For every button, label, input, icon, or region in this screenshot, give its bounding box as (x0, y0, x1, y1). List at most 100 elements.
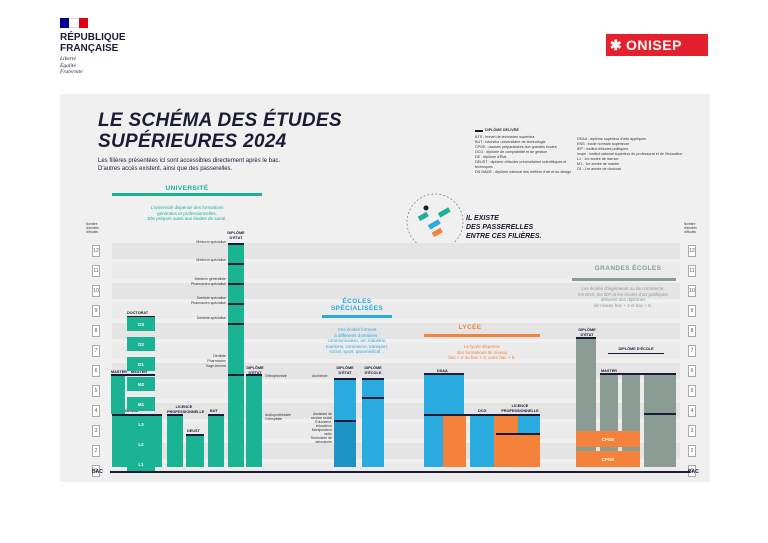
ge-diploma-mark-2 (600, 373, 676, 375)
uni-diploma-mark (228, 323, 244, 325)
sante-label: Dentiste spécialisé (196, 296, 226, 300)
grandes-ecoles-description: Les écoles d'ingénieurs ou de commerce, l… (578, 286, 668, 308)
uni-diploma-mark (111, 374, 155, 376)
legend-diploma-swatch (475, 129, 483, 132)
legend-col1-item: BTS : brevet de technicien supérieur (475, 135, 535, 139)
legend-col2-item: L1 : 1re année de licence (577, 157, 619, 161)
uni-block-d2: D2 (127, 337, 155, 351)
dcg-blue-column (470, 414, 494, 467)
republique-francaise-logo: RÉPUBLIQUE FRANÇAISE Liberté Égalité Fra… (60, 18, 126, 76)
master-label-1: MASTER (111, 370, 128, 374)
level-row (112, 303, 680, 319)
lycee-heading: LYCÉE (458, 324, 482, 331)
legend-col2-item: DSAA : diplôme supérieur d'arts appliqué… (577, 137, 646, 141)
ge-diploma-mark-3 (644, 413, 676, 415)
paramed-audioprothesiste: Audioprothésiste Orthoptiste (265, 413, 292, 421)
bts-column (496, 434, 540, 467)
uni-diploma-mark (208, 414, 224, 416)
doctorat-diploma-mark (127, 316, 155, 318)
sante-label: Dentiste (213, 354, 226, 358)
page-title: LE SCHÉMA DES ÉTUDES SUPÉRIEURES 2024 (98, 110, 342, 152)
gov-motto: Liberté Égalité Fraternité (60, 56, 83, 75)
level-number-left: 10 (92, 285, 100, 297)
lycee-licence-pro-label: LICENCE PROFESSIONNELLE (501, 404, 539, 413)
level-number-right: 4 (688, 405, 696, 417)
sante-label: Médecin spécialisé (196, 258, 226, 262)
legend-col-2: DSAA : diplôme supérieur d'arts appliqué… (577, 137, 697, 172)
ecoles-architecte: Architecte (312, 374, 328, 378)
universite-header-bar (112, 193, 262, 196)
sante-label: Médecin généraliste (194, 277, 226, 281)
level-number-left: 5 (92, 385, 100, 397)
dsaa-diploma-mark (424, 373, 464, 375)
level-number-left: 12 (92, 245, 100, 257)
legend-col2-item: M1 : 1re année de master (577, 162, 620, 166)
dnmade-column (443, 414, 466, 467)
ecoles-diploma-mark-3 (362, 397, 384, 399)
ecoles-description: Ces écoles forment à différents domaines … (325, 327, 389, 354)
legend-col2-item: Inspé : institut national supérieur du p… (577, 152, 683, 156)
uni-diploma-mark (186, 434, 204, 436)
legend-col2-item: ENS : école normale supérieure (577, 142, 630, 146)
legend-col1-item: CPGE : classes préparatoires aux grandes… (475, 145, 557, 149)
bac-label-left: BAC (92, 469, 103, 475)
ecoles-de-ecole-column (362, 379, 384, 467)
legend-col2-item: D1 : 1re année de doctorat (577, 167, 621, 171)
uni-column (167, 414, 183, 467)
bac-baseline (110, 471, 690, 473)
lycee-diploma-mark (424, 414, 540, 416)
passerelles-circle (406, 193, 464, 251)
level-number-left: 11 (92, 265, 100, 277)
level-number-right: 7 (688, 345, 696, 357)
level-row (112, 343, 680, 359)
level-number-left: 4 (92, 405, 100, 417)
uni-column (111, 374, 125, 414)
uni-block-m1: M1 (127, 397, 155, 411)
level-number-right: 5 (688, 385, 696, 397)
sante-label: Pharmacien spécialisé (190, 301, 226, 305)
ecoles-diploma-mark-4 (334, 420, 356, 422)
uni-block-l2: L2 (127, 437, 155, 451)
grandes-ecoles-heading: GRANDES ÉCOLES (594, 265, 662, 272)
page-subtitle: Les filières présentées ici sont accessi… (98, 158, 281, 172)
paramed-orthophoniste: Orthophoniste (265, 374, 287, 378)
gov-title: RÉPUBLIQUE FRANÇAISE (60, 32, 126, 54)
master-label-2: MASTER (131, 370, 148, 374)
uni-diploma-mark (167, 414, 183, 416)
ecoles-de-label: DIPLÔME D'ÉTAT (336, 366, 354, 375)
uni-column (208, 414, 224, 467)
level-row (112, 243, 680, 259)
uni-diploma-mark (228, 243, 244, 245)
legend-col-1: DIPLÔME DÉLIVRÉ BTS : brevet de technici… (475, 128, 575, 175)
grandes-ecoles-header-bar (572, 278, 676, 281)
passerelles-text: IL EXISTE DES PASSERELLES ENTRE CES FILI… (466, 215, 542, 240)
flag-icon (60, 18, 88, 28)
dcg-label: DCG (478, 409, 487, 413)
level-number-right: 10 (688, 285, 696, 297)
de-label-top: DIPLÔME D'ÉTAT (227, 231, 245, 240)
sante-label: Pharmacien (207, 359, 226, 363)
uni-column (228, 243, 244, 467)
ge-de-ecole-label: DIPLÔME D'ÉCOLE (618, 347, 654, 351)
level-number-left: 9 (92, 305, 100, 317)
lycee-header-bar (424, 334, 540, 337)
ge-de-column (576, 338, 596, 467)
ge-ecole-column-2 (644, 374, 676, 467)
ecoles-diploma-mark-1 (334, 378, 356, 380)
onisep-logo: ✱ ONISEP (606, 34, 708, 56)
deust-label: DEUST (187, 429, 200, 433)
ge-master-label: MASTER (601, 369, 618, 373)
sante-label: Pharmacien spécialisé (190, 282, 226, 286)
sante-label: Médecin spécialisé (196, 240, 226, 244)
level-number-right: 8 (688, 325, 696, 337)
ge-diploma-mark-1 (576, 337, 596, 339)
legend-col1-item: DCG : diplôme de comptabilité et de gest… (475, 150, 548, 154)
uni-block-d3: D3 (127, 317, 155, 331)
uni-block-l1: L1 (127, 457, 155, 471)
ecoles-de-short-column (334, 420, 356, 467)
legend-col1-item: DE : diplôme d'État (475, 155, 507, 159)
level-row (112, 283, 680, 299)
level-number-right: 2 (688, 445, 696, 457)
ecoles-de-ecole-label: DIPLÔME D'ÉCOLE (364, 366, 382, 375)
uni-diploma-mark (228, 263, 244, 265)
